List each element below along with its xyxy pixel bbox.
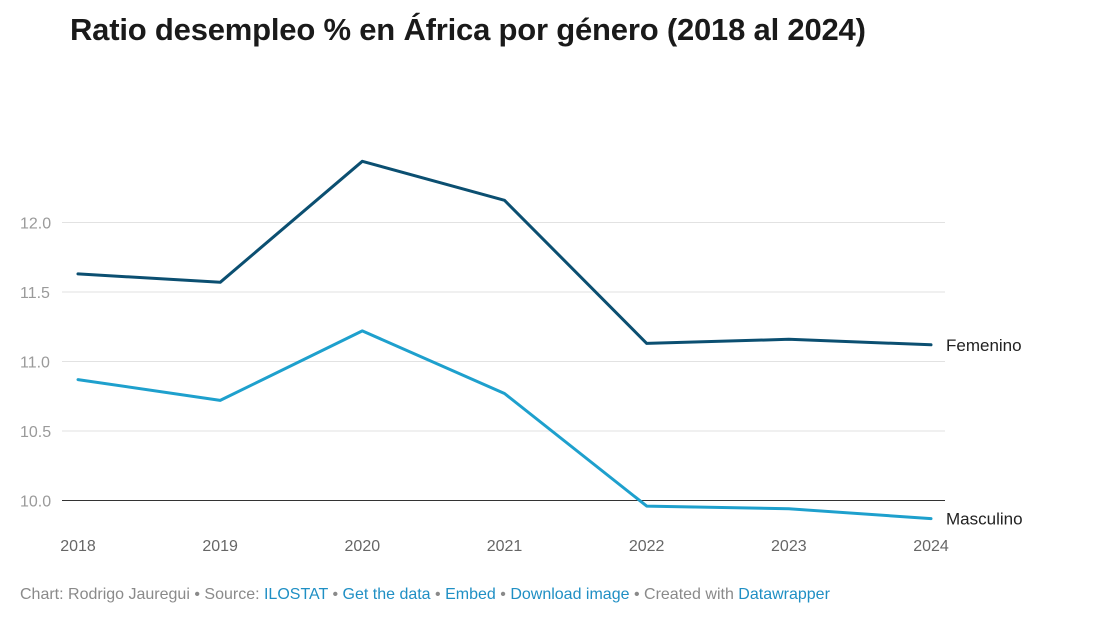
created-with-label: Created with: [644, 586, 734, 603]
footer-separator: •: [435, 586, 441, 603]
line-chart: 10.0 10.5 11.0 11.5 12.0 2018 2019 2020 2021 202…: [20, 159, 1023, 555]
x-tick-label: 2020: [345, 538, 381, 555]
chart-footer: Chart: Rodrigo Jauregui • Source: ILOSTA…: [20, 586, 830, 604]
embed-link[interactable]: Embed: [445, 586, 496, 603]
chart-title: Ratio desempleo % en África por género (…: [70, 12, 866, 47]
x-tick-label: 2021: [487, 538, 523, 555]
series-label-masculino: Masculino: [946, 510, 1023, 529]
y-tick-label: 11.0: [20, 355, 50, 372]
x-tick-label: 2022: [629, 538, 665, 555]
y-tick-label: 11.5: [20, 285, 50, 302]
x-axis-ticks: 2018 2019 2020 2021 2022 2023 2024: [60, 538, 949, 555]
x-tick-label: 2019: [202, 538, 238, 555]
footer-separator: •: [633, 586, 640, 603]
series-label-femenino: Femenino: [946, 336, 1022, 355]
y-axis-ticks: 10.0 10.5 11.0 11.5 12.0: [20, 216, 51, 511]
series-line-masculino: [76, 329, 933, 521]
footer-separator: •: [500, 586, 506, 603]
datawrapper-link[interactable]: Datawrapper: [738, 586, 830, 603]
y-tick-label: 10.0: [20, 494, 51, 511]
chart-author: Chart: Rodrigo Jauregui: [20, 586, 190, 603]
source-link[interactable]: ILOSTAT: [263, 586, 328, 603]
y-tick-label: 10.5: [20, 424, 51, 441]
grid-lines: [62, 222, 945, 501]
series-lines: [76, 159, 933, 521]
source-label: Source:: [204, 586, 260, 603]
y-tick-label: 12.0: [20, 216, 51, 233]
x-tick-label: 2024: [913, 538, 949, 555]
x-tick-label: 2018: [60, 538, 96, 555]
footer-separator: •: [332, 586, 339, 603]
get-data-link[interactable]: Get the data: [342, 586, 431, 603]
footer-separator: •: [194, 586, 200, 603]
series-line-femenino: [76, 159, 933, 347]
series-labels: Femenino Masculino: [946, 336, 1023, 529]
download-image-link[interactable]: Download image: [510, 586, 630, 603]
x-tick-label: 2023: [771, 538, 807, 555]
